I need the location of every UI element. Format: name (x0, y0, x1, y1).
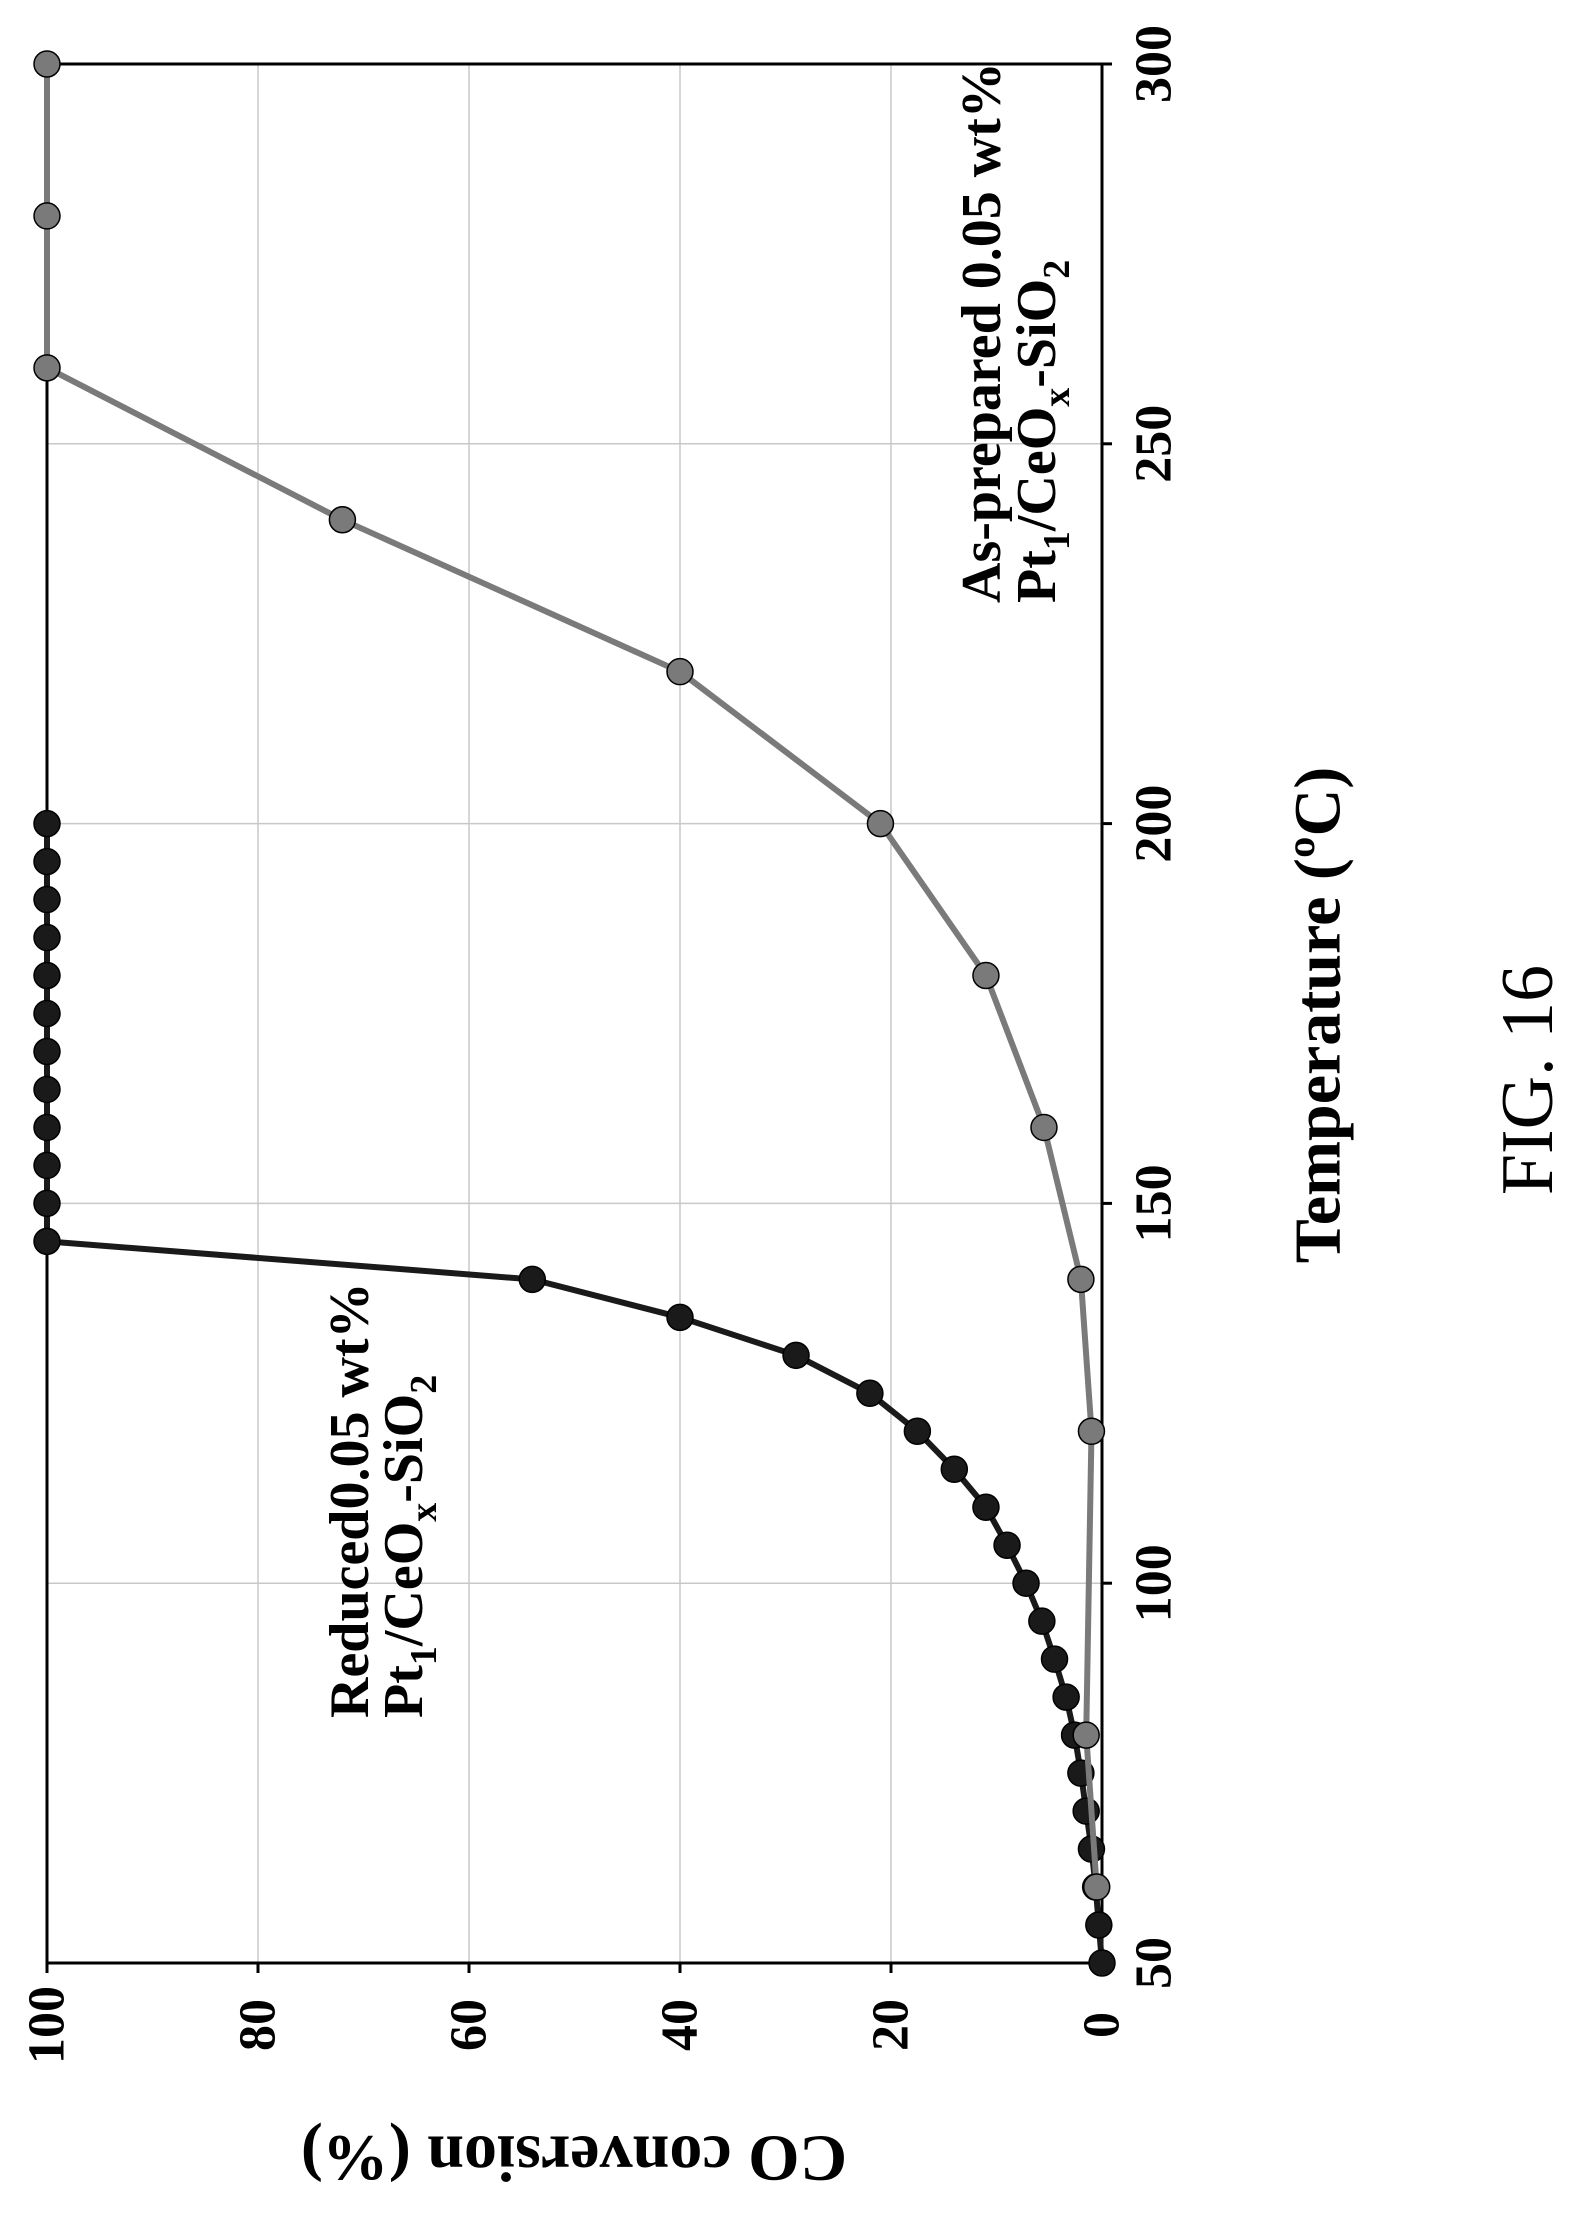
series-label-as-prepared: As-prepared 0.05 wt% (951, 62, 1013, 603)
data-point-reduced (1040, 1645, 1069, 1673)
data-point-as-prepared (866, 809, 895, 838)
data-point-as-prepared (33, 354, 61, 382)
x-tick-label: 300 (1126, 25, 1183, 103)
data-point-as-prepared (1082, 1873, 1111, 1901)
data-point-reduced (1012, 1569, 1040, 1597)
y-axis-title: CO conversion (%) (301, 2122, 847, 2195)
data-point-reduced (33, 923, 61, 952)
data-point-as-prepared (33, 50, 61, 78)
data-point-reduced (33, 1227, 61, 1256)
x-tick-label: 50 (1126, 1937, 1183, 1989)
data-point-reduced (1028, 1607, 1056, 1635)
data-point-as-prepared (1067, 1265, 1095, 1294)
data-point-reduced (33, 809, 61, 838)
data-point-as-prepared (666, 657, 694, 686)
data-point-as-prepared (33, 202, 61, 230)
series-label-reduced: Reduced0.05 wt% (319, 1282, 381, 1718)
data-point-reduced (782, 1341, 810, 1370)
data-point-as-prepared (1072, 1721, 1100, 1749)
data-point-reduced (33, 961, 61, 990)
x-tick-label: 250 (1126, 405, 1183, 483)
data-point-reduced (1052, 1683, 1080, 1711)
data-point-reduced (33, 1113, 61, 1142)
y-tick-label: 20 (863, 1999, 920, 2051)
x-tick-label: 100 (1126, 1544, 1183, 1622)
y-tick-label: 40 (652, 1999, 709, 2051)
y-tick-label: 0 (1074, 2012, 1131, 2038)
data-point-reduced (1088, 1949, 1116, 1977)
x-tick-label: 150 (1126, 1164, 1183, 1242)
data-point-reduced (33, 1037, 61, 1066)
data-point-reduced (33, 847, 61, 876)
data-point-reduced (33, 885, 61, 914)
series-label-formula-reduced: Pt1/CeOx-SiO2 (373, 1375, 445, 1718)
data-point-as-prepared (328, 506, 357, 534)
data-point-reduced (940, 1455, 969, 1484)
data-point-reduced (33, 999, 61, 1028)
y-tick-label: 80 (230, 1999, 287, 2051)
data-point-reduced (1085, 1911, 1113, 1939)
data-point-reduced (33, 1151, 61, 1180)
y-tick-label: 100 (19, 1986, 76, 2064)
figure-caption: FIG. 16 (1487, 965, 1569, 1195)
data-point-as-prepared (1077, 1417, 1106, 1446)
series-line-as-prepared (44, 64, 1100, 1888)
data-point-reduced (993, 1531, 1021, 1559)
data-point-as-prepared (1030, 1113, 1058, 1142)
data-point-reduced (33, 1189, 61, 1218)
data-point-reduced (903, 1417, 932, 1446)
series-label-formula-as-prepared: Pt1/CeOx-SiO2 (1006, 260, 1078, 603)
data-point-as-prepared (972, 961, 1000, 990)
data-point-reduced (972, 1493, 1000, 1521)
data-point-reduced (856, 1379, 884, 1408)
x-tick-label: 200 (1126, 785, 1183, 863)
y-tick-label: 60 (441, 1999, 498, 2051)
x-axis-title: Temperature (ºC) (1282, 767, 1355, 1264)
data-point-reduced (518, 1265, 547, 1294)
data-point-reduced (33, 1075, 61, 1104)
data-point-reduced (666, 1303, 694, 1332)
data-point-reduced (1072, 1797, 1100, 1825)
